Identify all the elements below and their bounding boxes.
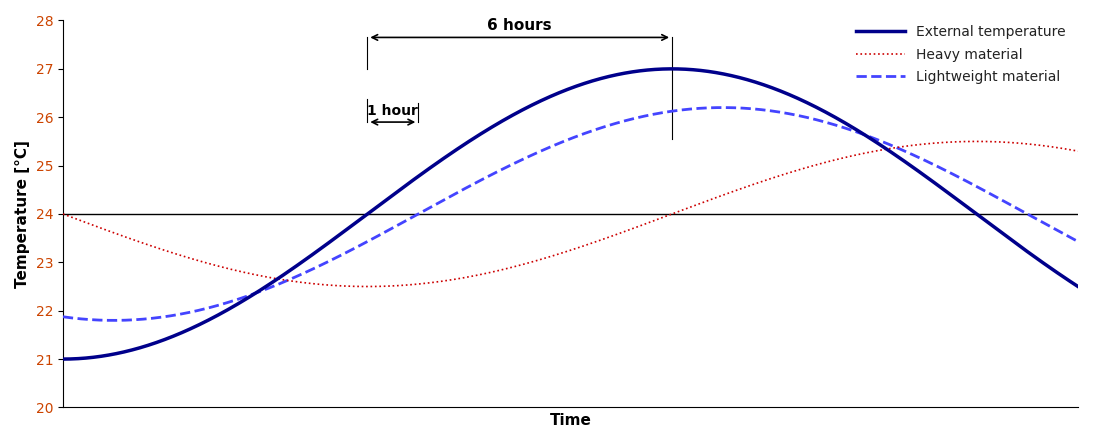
Heavy material (108, 230, 121, 236)
Lightweight material (716, 105, 729, 110)
Text: 6 hours: 6 hours (487, 18, 552, 33)
Lightweight material (551, 141, 564, 147)
Legend: External temperature, Heavy material, Lightweight material: External temperature, Heavy material, Li… (850, 19, 1071, 89)
Line: Heavy material: Heavy material (63, 141, 1078, 287)
External temperature (550, 91, 563, 97)
Heavy material (1071, 148, 1084, 154)
Heavy material (856, 151, 869, 156)
Heavy material (969, 139, 983, 144)
Heavy material (361, 284, 374, 289)
Lightweight material (1043, 224, 1056, 229)
Lightweight material (857, 132, 870, 137)
Lightweight material (107, 318, 120, 323)
Lightweight material (1043, 223, 1056, 229)
Lightweight material (524, 153, 537, 159)
External temperature (666, 66, 679, 71)
Line: External temperature: External temperature (63, 69, 1078, 359)
Lightweight material (57, 314, 70, 319)
External temperature (1042, 264, 1055, 269)
X-axis label: Time: Time (550, 413, 591, 428)
Lightweight material (108, 318, 121, 323)
Heavy material (524, 260, 537, 265)
External temperature (856, 131, 869, 136)
External temperature (57, 357, 70, 362)
Heavy material (551, 252, 564, 257)
Text: 1 hour: 1 hour (367, 104, 419, 118)
Line: Lightweight material: Lightweight material (63, 108, 1078, 320)
Heavy material (57, 211, 70, 217)
External temperature (108, 351, 121, 357)
External temperature (524, 104, 537, 109)
External temperature (1071, 284, 1084, 289)
Y-axis label: Temperature [°C]: Temperature [°C] (15, 140, 30, 288)
Heavy material (1043, 144, 1056, 149)
Lightweight material (1071, 239, 1084, 244)
External temperature (1043, 264, 1056, 270)
Heavy material (1043, 144, 1056, 149)
